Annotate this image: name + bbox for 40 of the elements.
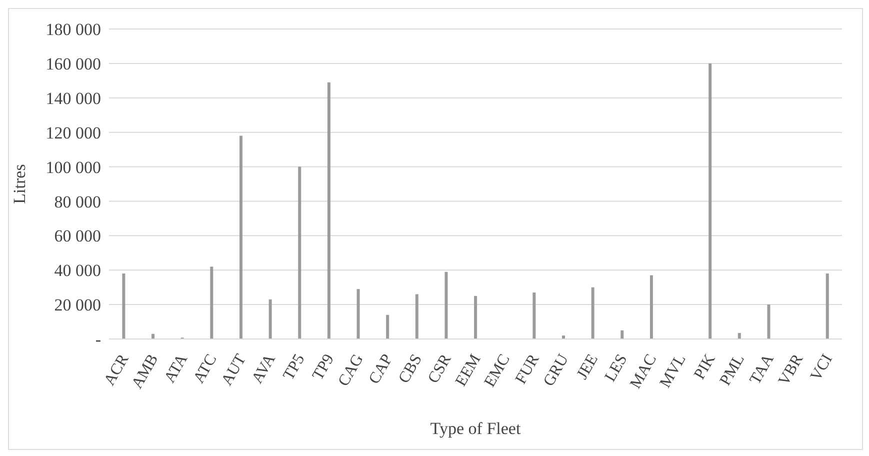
bar	[532, 292, 536, 339]
x-tick-label: ATA	[161, 351, 192, 386]
y-tick-label: 120 000	[46, 123, 101, 142]
bar	[386, 314, 390, 339]
bar	[474, 296, 478, 339]
y-tick-label: 40 000	[54, 261, 101, 280]
y-tick-label: 180 000	[46, 20, 101, 40]
y-tick-label: 140 000	[46, 88, 101, 108]
bar	[620, 330, 624, 339]
bar	[444, 272, 448, 339]
x-tick-label: CSR	[424, 351, 455, 386]
bar	[356, 289, 360, 339]
y-tick-label: 160 000	[46, 54, 101, 74]
y-axis-title: Litres	[10, 164, 30, 204]
bar	[650, 275, 653, 339]
bar	[708, 63, 712, 339]
x-tick-label: JEE	[574, 352, 602, 382]
y-tick-label: 80 000	[54, 192, 101, 212]
y-tick-label: 60 000	[54, 226, 101, 246]
x-tick-label: PIK	[691, 351, 719, 382]
x-tick-label: TP9	[310, 352, 338, 384]
y-tick-label: 100 000	[46, 158, 101, 177]
x-axis-title: Type of Fleet	[430, 419, 521, 438]
bar	[239, 136, 242, 339]
bar	[122, 274, 126, 339]
y-tick-label: -	[95, 330, 102, 350]
bar	[767, 304, 770, 339]
bar	[327, 82, 330, 339]
bar	[415, 294, 418, 339]
x-tick-label: VCI	[807, 352, 836, 384]
x-tick-label: TAA	[746, 351, 778, 388]
bar	[268, 299, 272, 339]
bar	[591, 287, 594, 339]
bar	[738, 332, 741, 339]
y-tick-label: 20 000	[54, 296, 101, 315]
bar	[298, 166, 302, 339]
x-tick-label: VBR	[776, 351, 807, 388]
x-tick-label: TP5	[280, 352, 308, 384]
bar	[826, 274, 829, 339]
bar	[210, 266, 214, 339]
